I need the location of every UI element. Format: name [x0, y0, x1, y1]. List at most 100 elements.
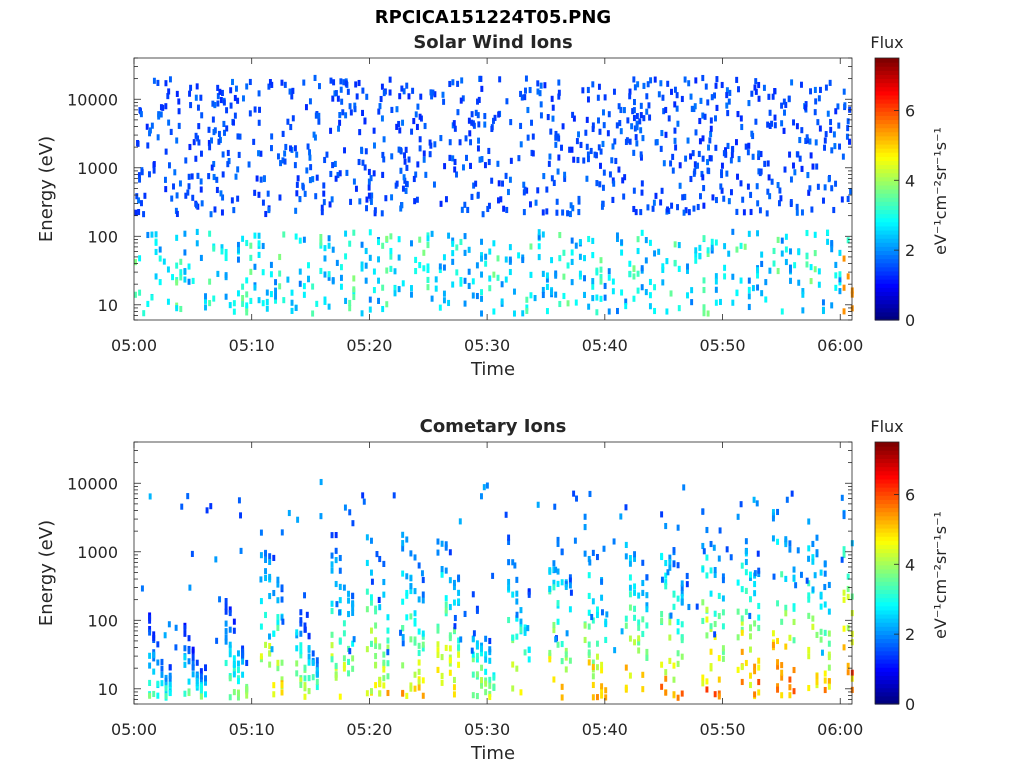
colorbar-tick-label: 4 — [905, 171, 915, 190]
flux-cell — [307, 633, 311, 640]
flux-cell — [617, 103, 621, 110]
flux-cell — [266, 190, 270, 197]
flux-cell — [460, 206, 464, 213]
flux-cell — [453, 158, 457, 166]
flux-cell — [338, 119, 342, 126]
flux-cell — [757, 570, 761, 577]
flux-cell — [792, 666, 796, 674]
flux-cell — [507, 559, 511, 566]
flux-cell — [381, 284, 385, 291]
flux-cell — [747, 293, 751, 300]
flux-cell — [282, 297, 286, 304]
flux-cell — [664, 131, 668, 138]
flux-cell — [507, 616, 511, 624]
flux-cell — [709, 131, 713, 138]
flux-cell — [175, 192, 179, 199]
flux-cell — [451, 281, 455, 288]
colorbar-swatch — [875, 303, 899, 309]
flux-cell — [400, 202, 404, 209]
flux-cell — [641, 630, 645, 638]
flux-cell — [801, 291, 805, 298]
flux-cell — [587, 609, 591, 616]
colorbar-swatch — [875, 642, 899, 648]
flux-cell — [599, 278, 603, 285]
flux-cell — [537, 243, 541, 250]
flux-cell — [378, 555, 382, 563]
flux-cell — [344, 230, 348, 237]
flux-cell — [753, 668, 757, 675]
flux-cell — [756, 272, 760, 279]
flux-cell — [421, 576, 425, 584]
flux-cell — [368, 296, 372, 303]
flux-cell — [596, 94, 600, 101]
flux-cell — [156, 680, 160, 687]
flux-cell — [377, 596, 381, 604]
colorbar-swatch — [875, 663, 899, 668]
flux-cell — [230, 197, 234, 204]
flux-cell — [527, 591, 531, 598]
flux-cell — [558, 255, 562, 262]
flux-cell — [416, 103, 420, 110]
flux-cell — [603, 294, 607, 301]
flux-cell — [771, 509, 775, 516]
flux-cell — [654, 192, 658, 199]
flux-cell — [319, 239, 323, 246]
colorbar-swatch — [875, 519, 899, 525]
flux-cell — [648, 114, 652, 121]
flux-cell — [546, 114, 550, 121]
flux-cell — [480, 85, 484, 92]
flux-cell — [330, 561, 334, 568]
flux-cell — [571, 205, 575, 212]
flux-cell — [150, 122, 154, 129]
flux-cell — [298, 196, 302, 203]
flux-cell — [709, 540, 713, 548]
colorbar-label: Flux — [870, 33, 903, 52]
flux-cell — [380, 83, 384, 90]
flux-cell — [369, 537, 373, 544]
colorbar-tick-label: 4 — [905, 555, 915, 574]
flux-cell — [433, 91, 437, 98]
flux-cell — [242, 95, 245, 102]
flux-cell — [713, 620, 717, 628]
flux-cell — [426, 263, 430, 270]
flux-cell — [595, 606, 599, 613]
flux-cell — [424, 171, 428, 178]
flux-cell — [476, 98, 479, 105]
colorbar-swatch — [875, 585, 899, 590]
flux-cell — [525, 187, 529, 194]
flux-cell — [456, 80, 460, 87]
flux-cell — [607, 308, 611, 315]
flux-cell — [585, 143, 589, 150]
flux-cell — [480, 664, 483, 671]
flux-cell — [632, 149, 636, 156]
flux-cell — [299, 677, 303, 684]
flux-cell — [527, 646, 531, 653]
flux-cell — [208, 300, 212, 307]
flux-cell — [325, 151, 329, 158]
flux-cell — [167, 621, 171, 628]
flux-cell — [813, 250, 817, 257]
flux-cell — [228, 606, 232, 613]
flux-cell — [504, 256, 508, 263]
flux-cell — [452, 626, 456, 633]
flux-cell — [721, 577, 725, 584]
flux-cell — [725, 102, 729, 109]
colorbar-swatch — [875, 160, 899, 166]
flux-cell — [426, 241, 430, 249]
flux-cell — [347, 590, 350, 597]
flux-cell — [665, 258, 669, 265]
cometary-panel: Cometary Ions 05:00 05:10 05:20 05:30 05:40 05… — [0, 384, 1024, 772]
flux-cell — [747, 303, 751, 311]
flux-cell — [661, 94, 665, 101]
flux-cell — [365, 606, 369, 613]
flux-cell — [365, 205, 368, 212]
flux-cell — [276, 619, 280, 626]
colorbar-swatch — [875, 274, 899, 280]
flux-cell — [645, 602, 649, 609]
flux-cell — [372, 127, 376, 134]
flux-cell — [480, 156, 484, 163]
flux-cell — [552, 676, 556, 683]
flux-cell — [830, 240, 834, 247]
flux-cell — [236, 241, 240, 249]
flux-cell — [624, 622, 628, 629]
